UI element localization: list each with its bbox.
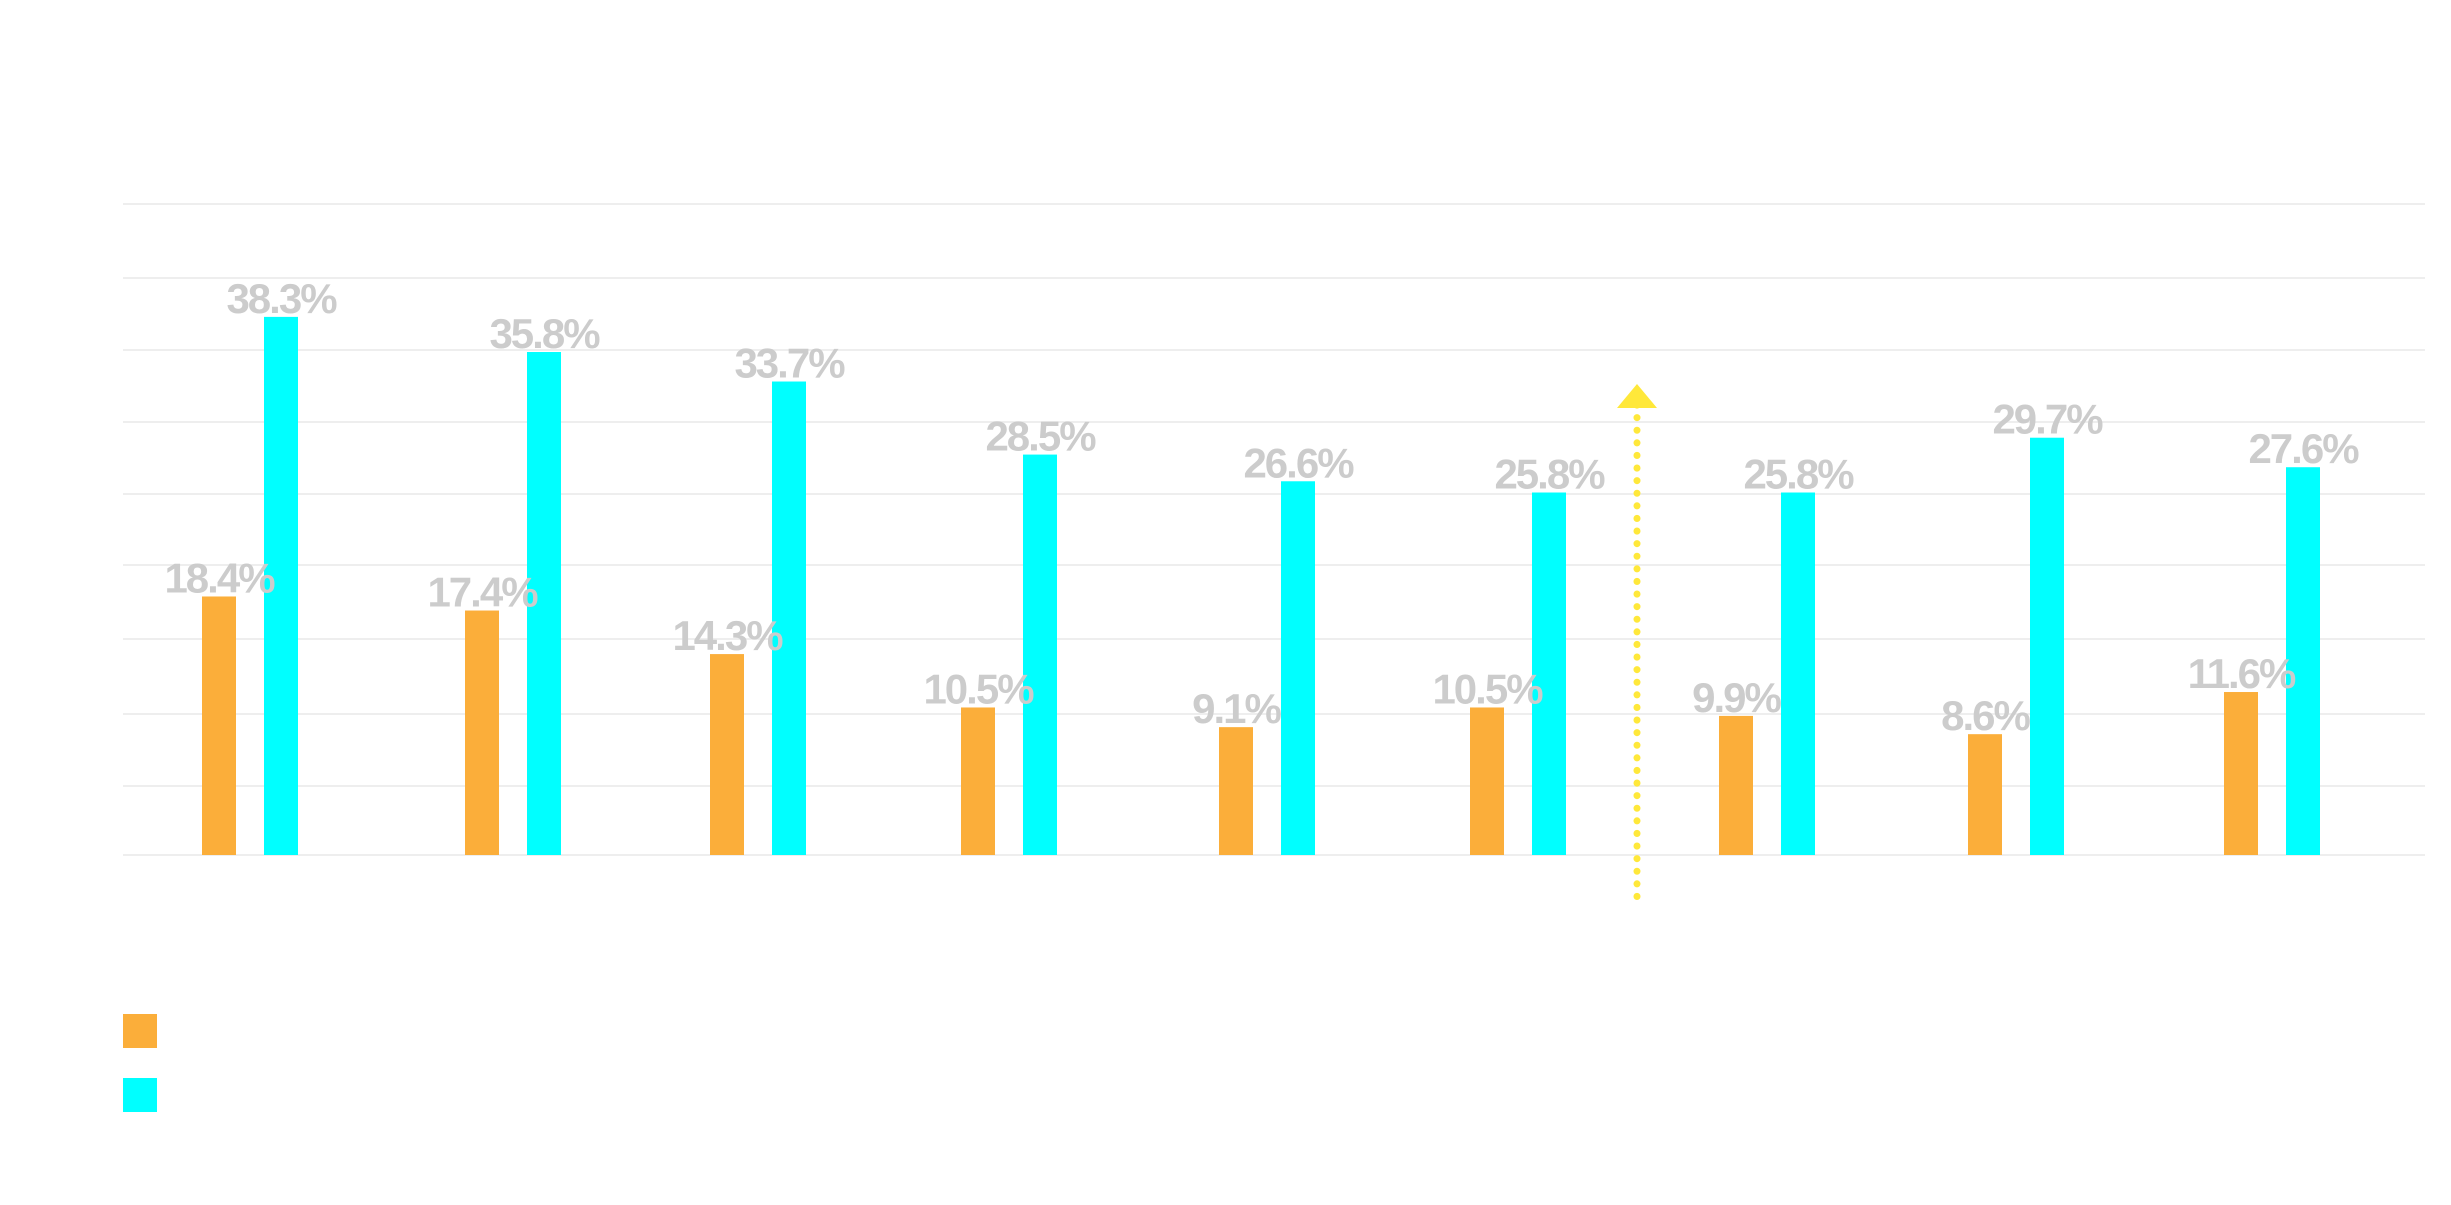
- data-label-series2-5: 26.6%: [1243, 439, 1354, 486]
- data-label-series1-1: 18.4%: [164, 554, 275, 601]
- data-label-series2-7: 25.8%: [1743, 451, 1854, 498]
- bar-series2-4: [1023, 454, 1057, 855]
- data-label-series2-4: 28.5%: [985, 413, 1096, 460]
- data-label-series2-8: 29.7%: [1992, 396, 2103, 443]
- bar-series2-6: [1532, 492, 1566, 855]
- bar-series1-2: [465, 610, 499, 855]
- data-label-series1-5: 9.1%: [1192, 685, 1281, 732]
- legend-swatch-series1: [123, 1014, 157, 1048]
- bar-series2-5: [1281, 481, 1315, 855]
- bar-series2-7: [1781, 492, 1815, 855]
- data-label-series1-8: 8.6%: [1941, 692, 2030, 739]
- data-label-series1-3: 14.3%: [672, 612, 783, 659]
- bar-series1-1: [202, 596, 236, 855]
- data-label-series1-2: 17.4%: [427, 569, 538, 616]
- data-label-series2-2: 35.8%: [489, 310, 600, 357]
- legend-swatch-series2: [123, 1078, 157, 1112]
- data-labels: 18.4% 17.4% 14.3% 10.5% 9.1% 10.5% 9.9% 8.6% 11.…: [164, 275, 2361, 739]
- data-label-series1-7: 9.9%: [1692, 674, 1781, 721]
- bar-series1-7: [1719, 715, 1753, 855]
- data-label-series1-6: 10.5%: [1432, 665, 1543, 712]
- bar-series1-5: [1219, 727, 1253, 855]
- bar-series1-8: [1968, 734, 2002, 855]
- data-label-series2-6: 25.8%: [1494, 451, 1605, 498]
- bar-series2-9: [2286, 467, 2320, 855]
- bar-series2-8: [2030, 437, 2064, 855]
- bar-series1-3: [710, 654, 744, 855]
- marker-arrow: [1617, 384, 1657, 910]
- data-label-series1-9: 11.6%: [2188, 650, 2296, 697]
- bar-series2-2: [527, 352, 561, 855]
- bar-series2-1: [264, 316, 298, 855]
- data-label-series2-1: 38.3%: [226, 275, 337, 322]
- bar-series2-3: [772, 381, 806, 855]
- bar-series1-4: [961, 707, 995, 855]
- data-label-series1-4: 10.5%: [923, 665, 1034, 712]
- bar-series1-6: [1470, 707, 1504, 855]
- bars: [202, 316, 2320, 855]
- data-label-series2-3: 33.7%: [734, 340, 845, 387]
- bar-series1-9: [2224, 692, 2258, 855]
- marker-arrowhead: [1617, 384, 1657, 408]
- data-label-series2-9: 27.6%: [2248, 425, 2359, 472]
